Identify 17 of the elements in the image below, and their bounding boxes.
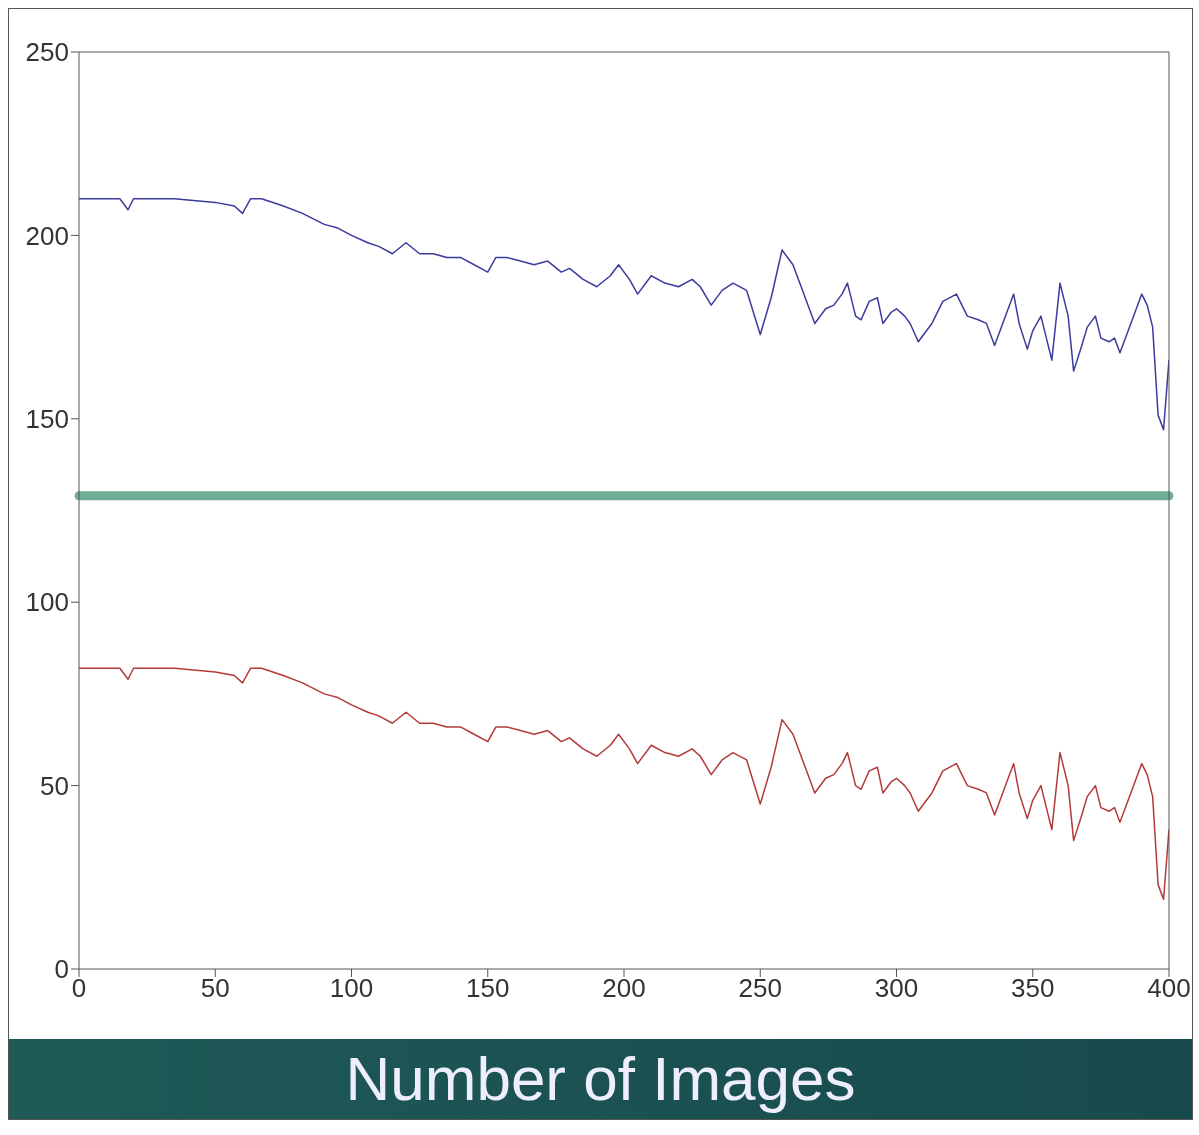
x-tick-label: 100 bbox=[329, 973, 374, 1004]
x-tick-label: 50 bbox=[200, 973, 230, 1004]
line-series bbox=[79, 197, 1169, 431]
y-tick-label: 100 bbox=[25, 587, 69, 618]
y-tick-label: 0 bbox=[54, 954, 69, 985]
x-tick-label: 250 bbox=[738, 973, 782, 1004]
x-tick-label: 400 bbox=[1147, 973, 1191, 1004]
y-tick-label: 150 bbox=[25, 404, 69, 435]
x-tick-label: 200 bbox=[602, 973, 646, 1004]
x-tick-label: 300 bbox=[874, 973, 919, 1004]
x-tick-label: 150 bbox=[466, 973, 510, 1004]
x-tick-label: 350 bbox=[1011, 973, 1055, 1004]
y-tick-label: 250 bbox=[25, 37, 69, 68]
y-tick-label: 200 bbox=[25, 220, 69, 251]
line-series bbox=[79, 667, 1169, 901]
y-tick-label: 50 bbox=[40, 770, 69, 801]
x-axis-title: Number of Images bbox=[9, 1039, 1192, 1119]
